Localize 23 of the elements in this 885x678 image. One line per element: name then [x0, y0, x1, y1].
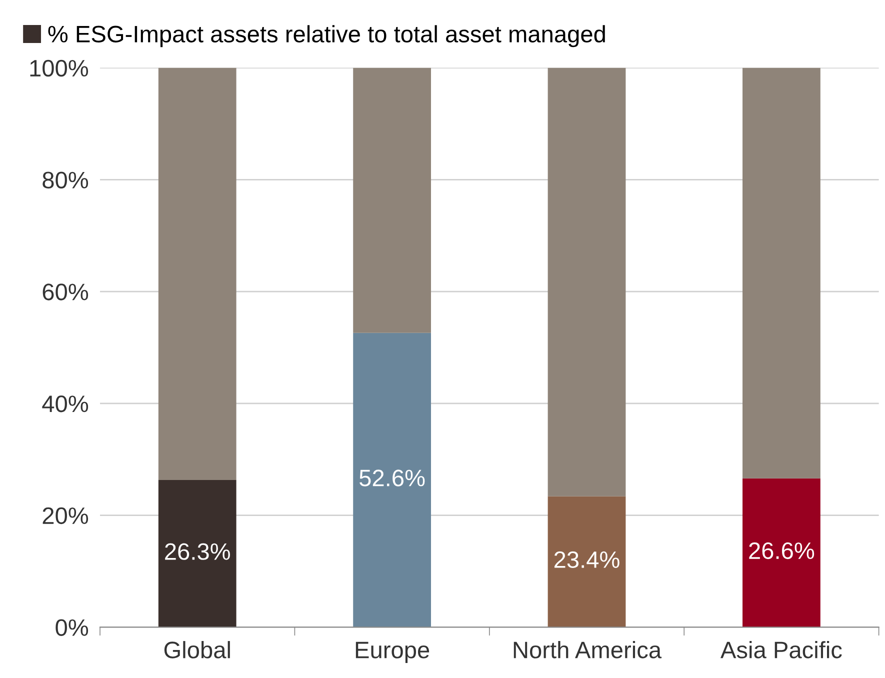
y-tick-label: 40%: [42, 395, 88, 412]
bar: [548, 68, 626, 496]
x-tick-label: Europe: [356, 642, 430, 664]
data-label: 26.6%: [749, 542, 814, 560]
y-tick-label: 100%: [30, 60, 88, 77]
y-tick-label: 60%: [42, 284, 88, 300]
y-tick-label: 20%: [42, 507, 88, 524]
x-tick-label: Global: [164, 641, 230, 658]
y-tick-label: 0%: [56, 619, 88, 636]
bar: [742, 68, 820, 478]
bar: [353, 68, 431, 333]
x-tick-label: North America: [514, 641, 662, 658]
data-label: 52.6%: [360, 470, 425, 486]
bar: [158, 480, 236, 628]
legend-label: % ESG-Impact assets relative to total asset managed: [48, 25, 605, 48]
bar: [353, 332, 431, 628]
data-label: 23.4%: [554, 551, 620, 568]
bar: [548, 496, 626, 628]
x-tick-label: Asia Pacific: [720, 641, 842, 658]
bar: [742, 478, 820, 628]
y-tick-label: 80%: [42, 172, 88, 188]
bar: [158, 68, 236, 480]
data-label: 26.3%: [165, 543, 230, 560]
